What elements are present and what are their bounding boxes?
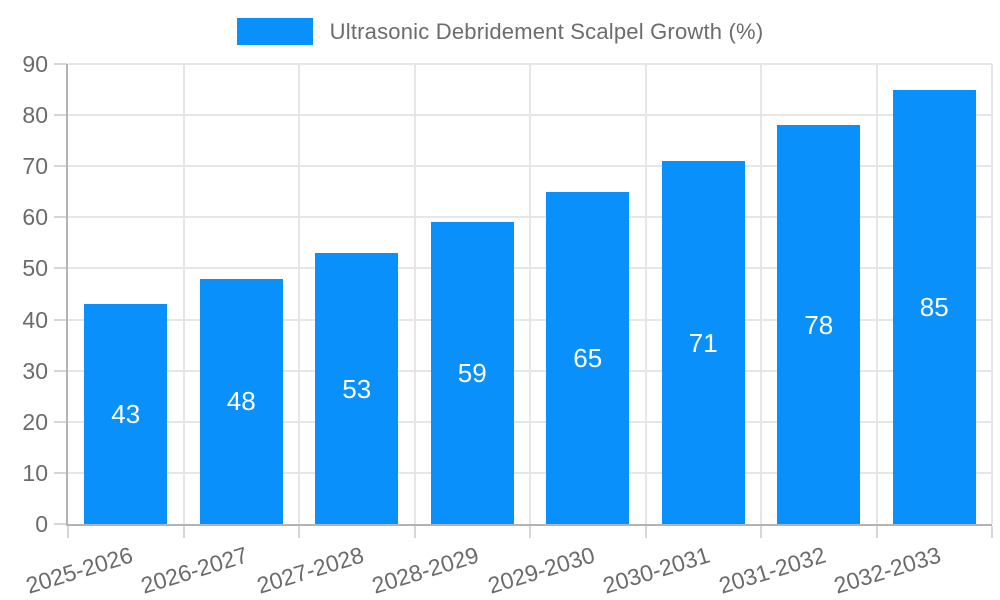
legend-swatch: [236, 18, 313, 45]
x-tick-label: 2032-2033: [831, 541, 944, 599]
x-tick-mark: [760, 526, 762, 538]
x-gridline: [298, 64, 300, 524]
bar-value-label: 78: [804, 309, 834, 340]
bar-value-label: 48: [226, 386, 256, 417]
y-tick-mark: [54, 267, 67, 270]
bar-value-label: 71: [688, 327, 718, 358]
legend-label: Ultrasonic Debridement Scalpel Growth (%…: [329, 18, 764, 44]
y-tick-label: 40: [22, 306, 48, 333]
bar-value-label: 65: [573, 342, 603, 373]
x-tick-mark: [67, 526, 69, 538]
y-tick-label: 70: [22, 153, 48, 180]
x-tick-mark: [991, 526, 993, 538]
y-tick-mark: [54, 165, 67, 168]
x-tick-label: 2026-2027: [138, 541, 251, 599]
y-tick-label: 20: [22, 408, 48, 435]
bar: 71: [661, 161, 745, 524]
x-gridline: [991, 64, 993, 524]
y-tick-label: 0: [35, 511, 48, 537]
bar: 59: [430, 222, 514, 524]
y-tick-mark: [54, 216, 67, 219]
x-gridline: [529, 64, 531, 524]
x-tick-label: 2025-2026: [22, 541, 136, 599]
x-tick-label: 2029-2030: [484, 541, 598, 599]
x-gridline: [760, 64, 762, 524]
x-tick-label: 2028-2029: [369, 541, 482, 599]
x-tick-mark: [644, 526, 647, 538]
y-tick-mark: [54, 63, 67, 65]
x-tick-label: 2030-2031: [600, 541, 713, 599]
x-tick-mark: [298, 526, 300, 538]
x-gridline: [875, 64, 878, 524]
x-tick-label: 2031-2032: [715, 541, 829, 599]
y-tick-mark: [54, 523, 67, 525]
bar: 53: [315, 253, 399, 524]
y-axis-line: [66, 64, 68, 526]
x-gridline: [644, 64, 647, 524]
x-tick-label: 2027-2028: [253, 541, 367, 599]
bar: 78: [777, 125, 861, 524]
y-tick-label: 90: [22, 51, 48, 77]
y-tick-label: 80: [22, 102, 48, 129]
x-axis-line: [66, 524, 992, 526]
bar: 48: [199, 278, 283, 524]
y-tick-label: 60: [22, 204, 48, 231]
x-tick-mark: [529, 526, 531, 538]
bar-value-label: 43: [111, 399, 141, 430]
y-tick-mark: [54, 114, 67, 117]
y-tick-label: 50: [22, 255, 48, 282]
bar-value-label: 59: [457, 358, 487, 389]
x-tick-mark: [182, 526, 185, 538]
bar: 43: [84, 304, 168, 524]
bar: 65: [546, 191, 630, 524]
bar-value-label: 85: [919, 291, 949, 322]
bar-value-label: 53: [342, 373, 372, 404]
x-tick-mark: [413, 526, 416, 538]
chart-legend[interactable]: Ultrasonic Debridement Scalpel Growth (%…: [0, 18, 1000, 45]
x-gridline: [413, 64, 416, 524]
y-tick-mark: [54, 369, 67, 372]
y-tick-mark: [54, 318, 67, 321]
y-tick-label: 30: [22, 357, 48, 384]
y-tick-label: 10: [22, 459, 48, 486]
y-tick-mark: [54, 420, 67, 423]
x-gridline: [182, 64, 185, 524]
x-tick-mark: [875, 526, 878, 538]
bar: 85: [892, 89, 976, 524]
y-tick-mark: [54, 471, 67, 474]
